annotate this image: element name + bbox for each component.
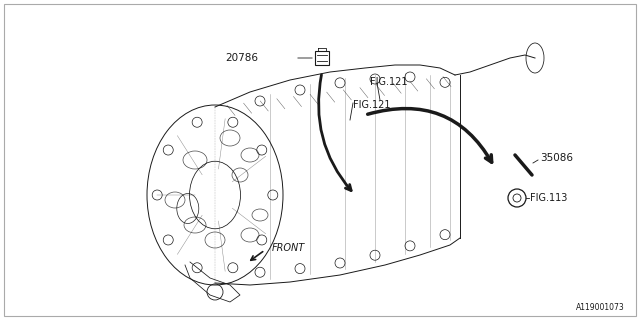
Text: FRONT: FRONT — [272, 243, 305, 253]
FancyArrowPatch shape — [319, 75, 351, 190]
Bar — [315, 51, 329, 65]
Text: FIG.121: FIG.121 — [370, 77, 408, 87]
FancyArrowPatch shape — [251, 252, 263, 260]
Text: 20786: 20786 — [225, 53, 258, 63]
Text: A119001073: A119001073 — [576, 303, 625, 312]
FancyArrowPatch shape — [367, 108, 492, 162]
Text: FIG.121: FIG.121 — [353, 100, 390, 110]
Text: 35086: 35086 — [540, 153, 573, 163]
Text: FIG.113: FIG.113 — [530, 193, 568, 203]
